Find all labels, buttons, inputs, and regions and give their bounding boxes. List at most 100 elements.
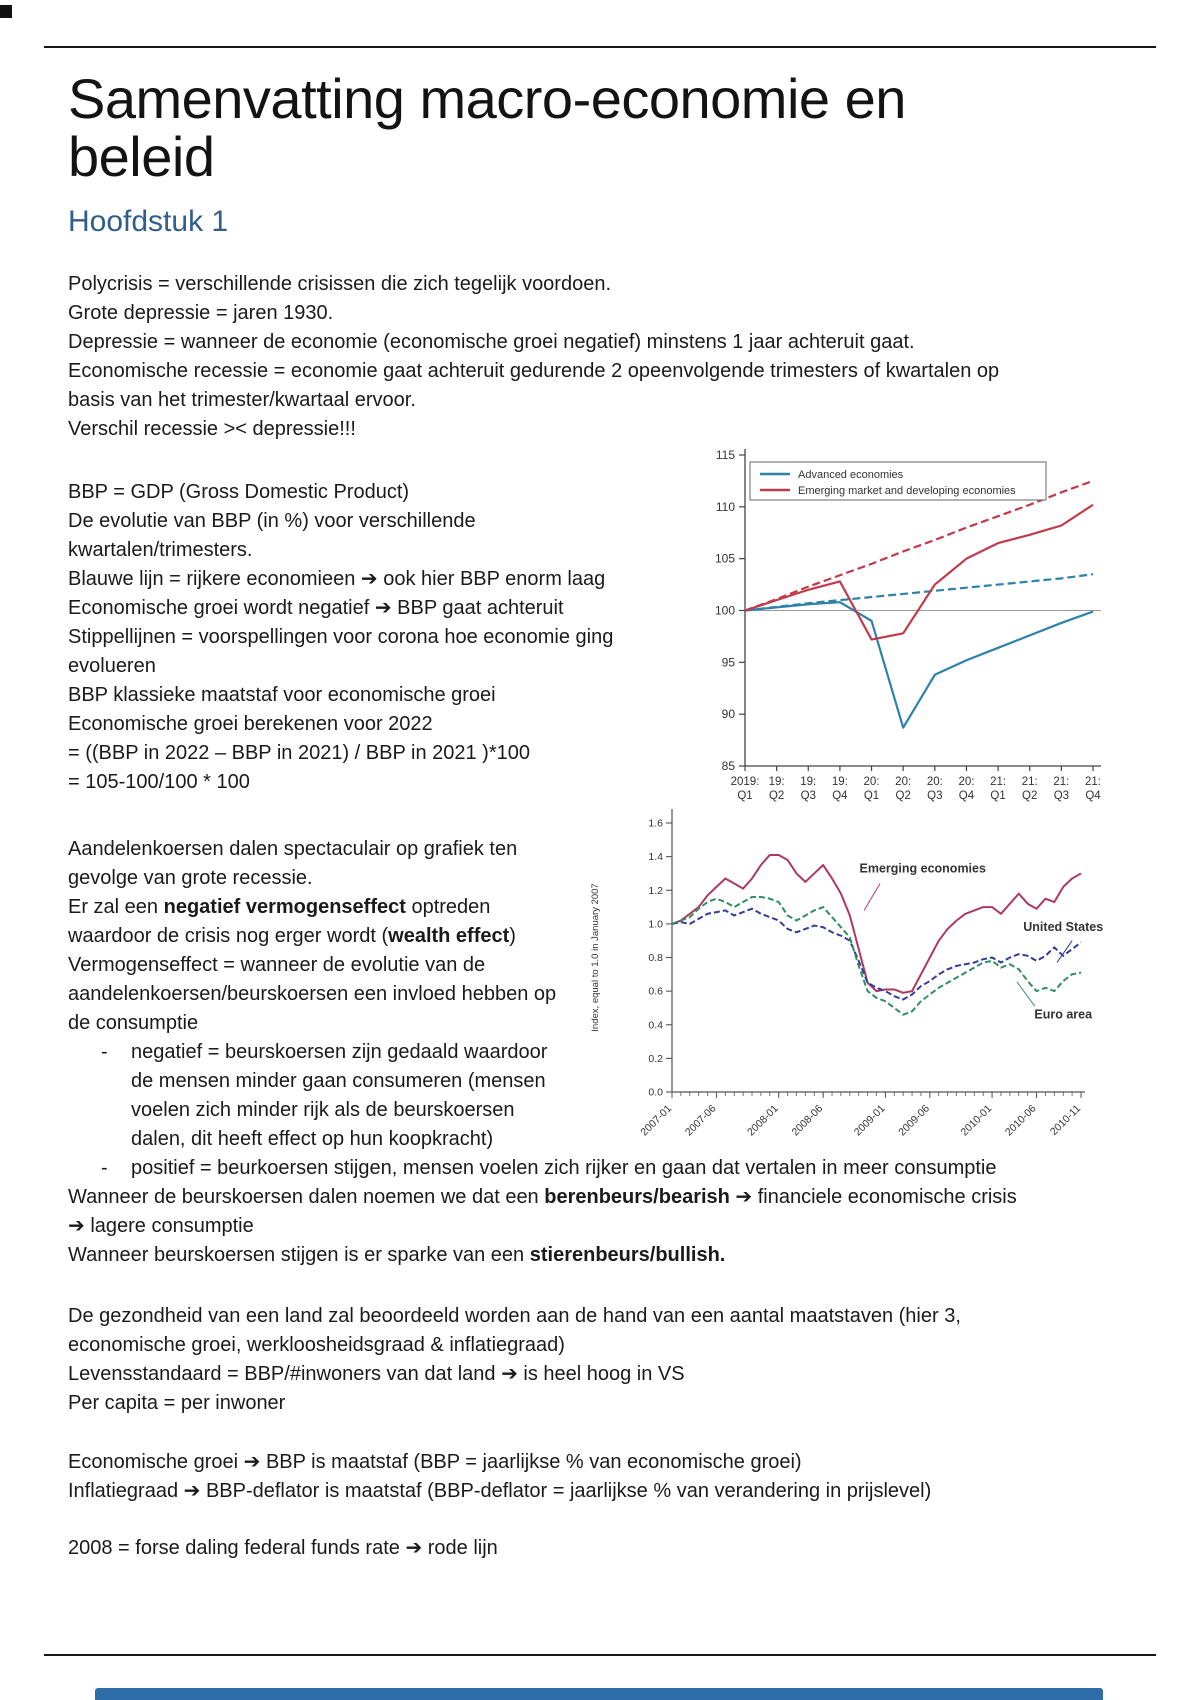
text-line: Levensstandaard = BBP/#inwoners van dat … xyxy=(68,1363,685,1385)
svg-text:Q3: Q3 xyxy=(927,790,942,802)
text-line: Er zal een negatief vermogenseffect optr… xyxy=(68,893,573,922)
text-run: waardoor de crisis nog erger wordt ( xyxy=(68,925,389,947)
svg-text:21:: 21: xyxy=(1053,776,1069,788)
svg-text:20:: 20: xyxy=(958,776,974,788)
bullet-dash: - xyxy=(101,1041,108,1063)
stock-index-chart: 0.0 0.2 0.4 0.6 0.8 1.0 1.2 1.4 1.6 2007-01 2007-0… xyxy=(585,756,1103,1156)
text-line: negatief = beurskoersen zijn gedaald waa… xyxy=(131,1041,548,1063)
text-run-bold: negatief vermogenseffect xyxy=(163,896,406,918)
svg-text:85: 85 xyxy=(722,759,736,773)
svg-text:Q1: Q1 xyxy=(737,790,752,802)
page-corner-mark xyxy=(0,5,12,18)
svg-text:21:: 21: xyxy=(1085,776,1101,788)
svg-text:Q4: Q4 xyxy=(959,790,975,802)
text-line: Wanneer beurskoersen stijgen is er spark… xyxy=(68,1241,1132,1270)
text-run: Er zal een xyxy=(68,896,164,918)
text-line: basis van het trimester/kwartaal ervoor. xyxy=(68,389,416,411)
svg-text:Q3: Q3 xyxy=(801,790,816,802)
svg-text:95: 95 xyxy=(722,655,736,669)
svg-text:Emerging economies: Emerging economies xyxy=(860,861,986,875)
text-line: ➔ lagere consumptie xyxy=(68,1215,254,1237)
svg-text:2009-06: 2009-06 xyxy=(896,1103,932,1139)
svg-text:Q4: Q4 xyxy=(832,790,848,802)
document-content: Samenvatting macro-economie en beleid Ho… xyxy=(68,0,1132,1563)
title-line: beleid xyxy=(68,125,215,188)
svg-text:Index, equal to 1.0 in January: Index, equal to 1.0 in January 2007 xyxy=(590,883,601,1031)
text-run: ) xyxy=(509,925,516,947)
text-line: Economische groei wordt negatief ➔ BBP g… xyxy=(68,597,564,619)
svg-text:0.6: 0.6 xyxy=(648,986,663,998)
text-run: ➔ financiele economische crisis xyxy=(729,1186,1017,1208)
svg-text:115: 115 xyxy=(716,448,735,462)
text-run: Wanneer beurskoersen stijgen is er spark… xyxy=(68,1244,530,1266)
text-line: positief = beurkoersen stijgen, mensen v… xyxy=(131,1157,997,1179)
section-beurs: Wanneer de beurskoersen dalen noemen we … xyxy=(68,1183,1132,1270)
text-run-bold: berenbeurs/bearish xyxy=(544,1186,730,1208)
text-line: 2008 = forse daling federal funds rate ➔… xyxy=(68,1537,498,1559)
svg-text:20:: 20: xyxy=(895,776,911,788)
top-rule xyxy=(44,46,1156,48)
svg-text:19:: 19: xyxy=(769,776,785,788)
svg-text:Advanced economies: Advanced economies xyxy=(798,469,904,481)
text-line: Blauwe lijn = rijkere economieen ➔ ook h… xyxy=(68,568,606,590)
section-definitions: Polycrisis = verschillende crisissen die… xyxy=(68,270,1132,444)
text-line: = 105-100/100 * 100 xyxy=(68,771,250,793)
section-bbp: BBP = GDP (Gross Domestic Product) De ev… xyxy=(68,478,643,797)
svg-text:Q3: Q3 xyxy=(1054,790,1069,802)
bullet-negatief: - negatief = beurskoersen zijn gedaald w… xyxy=(68,1038,1132,1154)
svg-text:Q2: Q2 xyxy=(769,790,784,802)
text-line: = ((BBP in 2022 – BBP in 2021) / BBP in … xyxy=(68,742,530,764)
chapter-heading: Hoofdstuk 1 xyxy=(68,205,229,238)
svg-text:Q2: Q2 xyxy=(896,790,911,802)
svg-text:Q4: Q4 xyxy=(1085,790,1101,802)
text-line: Economische groei ➔ BBP is maatstaf (BBP… xyxy=(68,1451,802,1473)
svg-text:0.0: 0.0 xyxy=(648,1087,663,1099)
svg-text:19:: 19: xyxy=(832,776,848,788)
svg-text:21:: 21: xyxy=(1022,776,1038,788)
title-line: Samenvatting macro-economie en xyxy=(68,67,906,130)
svg-text:0.2: 0.2 xyxy=(648,1053,663,1065)
text-line: Per capita = per inwoner xyxy=(68,1392,286,1414)
svg-text:Q2: Q2 xyxy=(1022,790,1037,802)
svg-text:20:: 20: xyxy=(927,776,943,788)
svg-text:0.8: 0.8 xyxy=(648,952,663,964)
text-line: de consumptie xyxy=(68,1012,199,1034)
section-aandelenkoersen: Aandelenkoersen dalen spectaculair op gr… xyxy=(68,835,573,1038)
next-page-accent-bar xyxy=(95,1688,1103,1700)
svg-text:1.6: 1.6 xyxy=(648,818,663,830)
svg-text:Emerging market and developing: Emerging market and developing economies xyxy=(798,485,1016,497)
text-line: voelen zich minder rijk als de beurskoer… xyxy=(131,1099,515,1121)
section-gezondheid: De gezondheid van een land zal beoordeel… xyxy=(68,1302,1132,1418)
svg-text:0.4: 0.4 xyxy=(648,1019,663,1031)
svg-text:19:: 19: xyxy=(800,776,816,788)
svg-text:105: 105 xyxy=(715,552,735,566)
text-line: Vermogenseffect = wanneer de evolutie va… xyxy=(68,954,486,976)
text-line: De gezondheid van een land zal beoordeel… xyxy=(68,1305,961,1327)
svg-text:100: 100 xyxy=(715,604,735,618)
svg-text:2007-01: 2007-01 xyxy=(638,1103,674,1139)
text-line: Stippellijnen = voorspellingen voor coro… xyxy=(68,626,614,648)
text-line: dalen, dit heeft effect op hun koopkrach… xyxy=(131,1128,494,1150)
text-run-bold: wealth effect xyxy=(388,925,510,947)
text-line: Aandelenkoersen dalen spectaculair op gr… xyxy=(68,838,518,860)
text-line: Grote depressie = jaren 1930. xyxy=(68,302,334,324)
text-line: de mensen minder gaan consumeren (mensen xyxy=(131,1070,546,1092)
svg-text:1.4: 1.4 xyxy=(648,851,663,863)
text-line: Depressie = wanneer de economie (economi… xyxy=(68,331,915,353)
text-line: Economische groei berekenen voor 2022 xyxy=(68,713,433,735)
text-line: waardoor de crisis nog erger wordt (weal… xyxy=(68,922,573,951)
text-line: economische groei, werkloosheidsgraad & … xyxy=(68,1334,565,1356)
svg-text:21:: 21: xyxy=(990,776,1006,788)
text-run: optreden xyxy=(405,896,491,918)
text-line: Verschil recessie >< depressie!!! xyxy=(68,418,356,440)
text-line: Economische recessie = economie gaat ach… xyxy=(68,360,1000,382)
text-line: De evolutie van BBP (in %) voor verschil… xyxy=(68,510,476,532)
svg-text:2008-06: 2008-06 xyxy=(790,1103,826,1139)
svg-text:United States: United States xyxy=(1023,920,1103,934)
svg-text:2007-06: 2007-06 xyxy=(683,1103,719,1139)
svg-text:2010-06: 2010-06 xyxy=(1003,1103,1039,1139)
text-line: BBP klassieke maatstaf voor economische … xyxy=(68,684,496,706)
svg-text:2009-01: 2009-01 xyxy=(852,1103,888,1139)
svg-text:Q1: Q1 xyxy=(990,790,1005,802)
